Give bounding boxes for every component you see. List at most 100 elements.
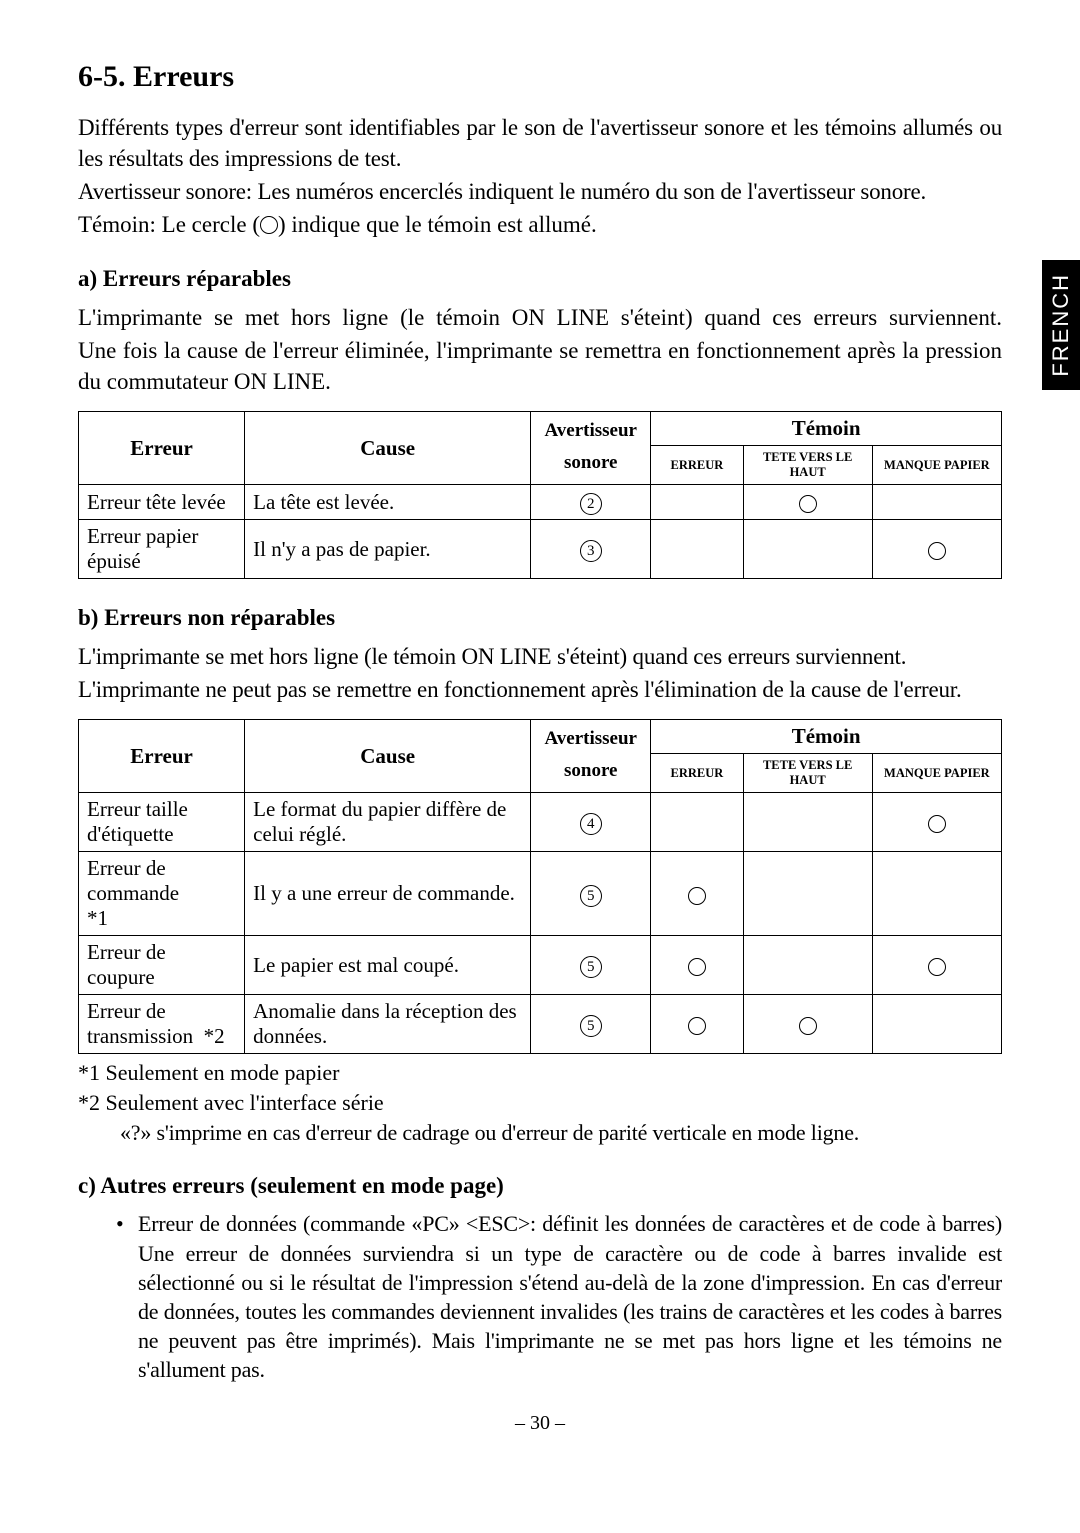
table-row: Erreur de commande *1Il y a une erreur d… xyxy=(79,852,1002,936)
thb-t3: MANQUE PAPIER xyxy=(872,754,1001,793)
th-temoin: Témoin xyxy=(651,412,1002,446)
table-row: Erreur de coupureLe papier est mal coupé… xyxy=(79,936,1002,995)
cell-erreur: Erreur de coupure xyxy=(79,936,245,995)
cell-led xyxy=(743,485,872,520)
notes-block: *1 Seulement en mode papier *2 Seulement… xyxy=(78,1058,1002,1147)
led-on-icon xyxy=(688,1017,706,1035)
table-row: Erreur de transmission *2Anomalie dans l… xyxy=(79,995,1002,1054)
cell-led xyxy=(872,995,1001,1054)
circled-number-icon: 5 xyxy=(580,956,602,978)
section-title: 6-5. Erreurs xyxy=(78,60,1002,94)
cell-led xyxy=(743,793,872,852)
cell-buzzer: 4 xyxy=(531,793,651,852)
cell-led xyxy=(651,520,743,579)
cell-led xyxy=(651,936,743,995)
cell-led xyxy=(743,852,872,936)
cell-erreur: Erreur tête levée xyxy=(79,485,245,520)
note-2b: «?» s'imprime en cas d'erreur de cadrage… xyxy=(78,1118,1002,1148)
thb-t1: ERREUR xyxy=(651,754,743,793)
intro-p3-prefix: Témoin: Le cercle ( xyxy=(78,212,260,237)
circled-number-icon: 4 xyxy=(580,813,602,835)
intro-paragraph-3: Témoin: Le cercle ( ) indique que le témo… xyxy=(78,209,1002,240)
thb-t2: TETE VERS LE HAUT xyxy=(743,754,872,793)
subheading-b: b) Erreurs non réparables xyxy=(78,605,1002,631)
cell-led xyxy=(743,520,872,579)
bullet-text: Erreur de données (commande «PC» <ESC>: … xyxy=(138,1209,1002,1383)
circled-number-icon: 3 xyxy=(580,540,602,562)
cell-led xyxy=(872,793,1001,852)
cell-led xyxy=(743,995,872,1054)
circled-number-icon: 5 xyxy=(580,885,602,907)
cell-buzzer: 5 xyxy=(531,852,651,936)
note-1: *1 Seulement en mode papier xyxy=(78,1058,1002,1088)
led-on-icon xyxy=(799,495,817,513)
section-b-p2: L'imprimante ne peut pas se remettre en … xyxy=(78,674,1002,705)
cell-led xyxy=(872,852,1001,936)
cell-buzzer: 5 xyxy=(531,936,651,995)
subheading-c: c) Autres erreurs (seulement en mode pag… xyxy=(78,1173,1002,1199)
cell-led xyxy=(872,936,1001,995)
cell-cause: Le papier est mal coupé. xyxy=(245,936,531,995)
th-cause: Cause xyxy=(245,412,531,485)
led-on-icon xyxy=(928,958,946,976)
thb-cause: Cause xyxy=(245,720,531,793)
thb-buzzer-bot: sonore xyxy=(531,754,651,793)
section-a-p2: Une fois la cause de l'erreur éliminée, … xyxy=(78,335,1002,397)
cell-buzzer: 5 xyxy=(531,995,651,1054)
cell-led xyxy=(651,995,743,1054)
cell-cause: Anomalie dans la réception des données. xyxy=(245,995,531,1054)
th-buzzer-top: Avertisseur xyxy=(531,412,651,446)
cell-led xyxy=(743,936,872,995)
document-page: FRENCH 6-5. Erreurs Différents types d'e… xyxy=(0,0,1080,1533)
section-b-p1: L'imprimante se met hors ligne (le témoi… xyxy=(78,641,1002,672)
led-on-icon xyxy=(688,887,706,905)
cell-led xyxy=(872,485,1001,520)
cell-led xyxy=(651,793,743,852)
circled-number-icon: 5 xyxy=(580,1015,602,1037)
bullet-dot-icon: • xyxy=(116,1209,138,1383)
table-row: Erreur taille d'étiquetteLe format du pa… xyxy=(79,793,1002,852)
th-t1: ERREUR xyxy=(651,446,743,485)
cell-cause: La tête est levée. xyxy=(245,485,531,520)
table-b-body: Erreur taille d'étiquetteLe format du pa… xyxy=(79,793,1002,1054)
note-2: *2 Seulement avec l'interface série xyxy=(78,1088,1002,1118)
cell-cause: Le format du papier diffère de celui rég… xyxy=(245,793,531,852)
led-on-icon xyxy=(928,542,946,560)
page-number: – 30 – xyxy=(78,1412,1002,1435)
cell-buzzer: 2 xyxy=(531,485,651,520)
th-t2: TETE VERS LE HAUT xyxy=(743,446,872,485)
language-tab: FRENCH xyxy=(1042,260,1080,390)
cell-led xyxy=(651,852,743,936)
section-a-p1: L'imprimante se met hors ligne (le témoi… xyxy=(78,302,1002,333)
table-row: Erreur tête levéeLa tête est levée. 2 xyxy=(79,485,1002,520)
language-tab-label: FRENCH xyxy=(1048,273,1074,377)
cell-buzzer: 3 xyxy=(531,520,651,579)
cell-cause: Il y a une erreur de commande. xyxy=(245,852,531,936)
led-on-icon xyxy=(928,815,946,833)
cell-led xyxy=(872,520,1001,579)
circled-number-icon: 2 xyxy=(580,493,602,515)
table-row: Erreur papier épuiséIl n'y a pas de papi… xyxy=(79,520,1002,579)
cell-cause: Il n'y a pas de papier. xyxy=(245,520,531,579)
cell-erreur: Erreur papier épuisé xyxy=(79,520,245,579)
led-on-icon xyxy=(799,1017,817,1035)
thb-buzzer-top: Avertisseur xyxy=(531,720,651,754)
th-buzzer-bot: sonore xyxy=(531,446,651,485)
circle-icon xyxy=(260,216,278,234)
table-a-head: Erreur Cause Avertisseur Témoin sonore E… xyxy=(79,412,1002,485)
section-c-bullet: • Erreur de données (commande «PC» <ESC>… xyxy=(78,1209,1002,1383)
table-b-head: Erreur Cause Avertisseur Témoin sonore E… xyxy=(79,720,1002,793)
table-a-body: Erreur tête levéeLa tête est levée.2Erre… xyxy=(79,485,1002,579)
cell-led xyxy=(651,485,743,520)
cell-erreur: Erreur taille d'étiquette xyxy=(79,793,245,852)
thb-temoin: Témoin xyxy=(651,720,1002,754)
cell-erreur: Erreur de transmission *2 xyxy=(79,995,245,1054)
th-t3: MANQUE PAPIER xyxy=(872,446,1001,485)
subheading-a: a) Erreurs réparables xyxy=(78,266,1002,292)
thb-erreur: Erreur xyxy=(79,720,245,793)
th-erreur: Erreur xyxy=(79,412,245,485)
table-b: Erreur Cause Avertisseur Témoin sonore E… xyxy=(78,719,1002,1054)
intro-paragraph-1: Différents types d'erreur sont identifia… xyxy=(78,112,1002,174)
led-on-icon xyxy=(688,958,706,976)
intro-p3-suffix: ) indique que le témoin est allumé. xyxy=(278,212,597,237)
